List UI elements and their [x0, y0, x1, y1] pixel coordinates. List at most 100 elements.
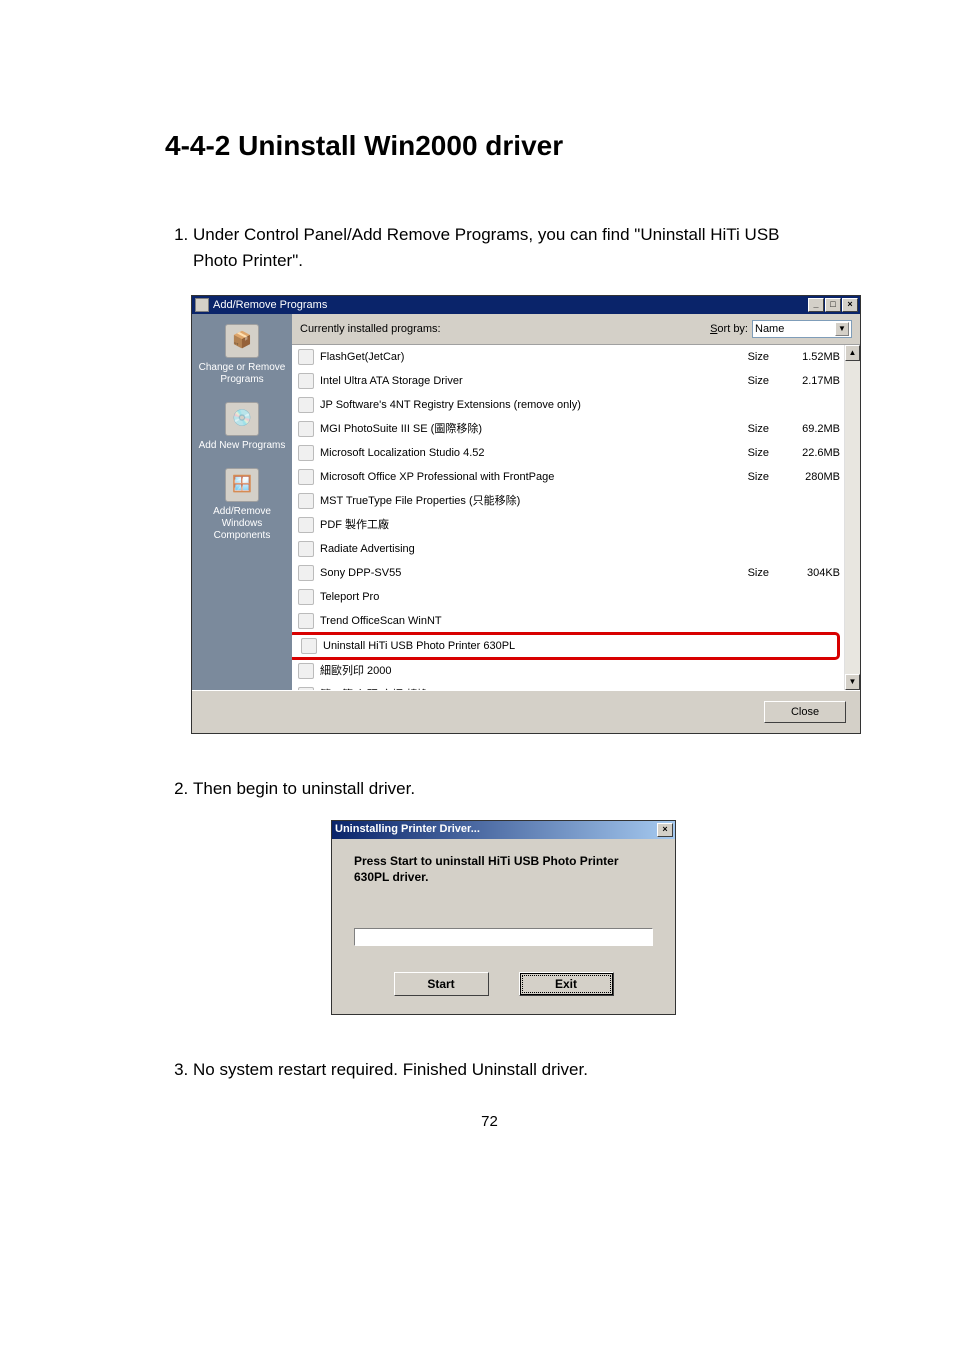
- scroll-track[interactable]: [845, 361, 860, 674]
- program-icon: [298, 373, 314, 389]
- steps-list: Under Control Panel/Add Remove Programs,…: [165, 222, 814, 1083]
- program-name: Uninstall HiTi USB Photo Printer 630PL: [323, 638, 726, 655]
- program-row[interactable]: Uninstall HiTi USB Photo Printer 630PL: [295, 635, 837, 657]
- scroll-up-button[interactable]: ▲: [845, 345, 860, 361]
- program-row[interactable]: Microsoft Office XP Professional with Fr…: [292, 465, 858, 489]
- size-label: Size: [729, 469, 769, 486]
- program-name: 細歐列印 2000: [320, 663, 729, 680]
- dropdown-icon: ▼: [835, 322, 849, 336]
- program-icon: [298, 613, 314, 629]
- program-row[interactable]: MGI PhotoSuite III SE (圖際移除)Size 69.2MB: [292, 417, 858, 441]
- program-name: Microsoft Localization Studio 4.52: [320, 445, 729, 462]
- program-name: PDF 製作工廠: [320, 517, 729, 534]
- sidebar-item-label: Add New Programs: [199, 440, 286, 452]
- program-name: JP Software's 4NT Registry Extensions (r…: [320, 397, 729, 414]
- program-row[interactable]: Trend OfficeScan WinNT: [292, 609, 858, 633]
- program-row[interactable]: PDF 製作工廠: [292, 513, 858, 537]
- size-label: Size: [729, 373, 769, 390]
- step-2-text: Then begin to uninstall driver.: [193, 779, 415, 798]
- program-icon: [298, 663, 314, 679]
- program-row[interactable]: Microsoft Localization Studio 4.52Size 22…: [292, 441, 858, 465]
- program-row[interactable]: Teleport Pro: [292, 585, 858, 609]
- program-icon: [298, 541, 314, 557]
- program-size: 1.52MB: [785, 349, 840, 366]
- program-row[interactable]: 細歐列印 2000: [292, 659, 858, 683]
- currently-installed-label: Currently installed programs:: [300, 321, 710, 338]
- dialog-title: Uninstalling Printer Driver...: [335, 821, 657, 838]
- sidebar-item-label: Change or Remove Programs: [198, 362, 286, 386]
- program-size: 22.6MB: [785, 445, 840, 462]
- maximize-button[interactable]: □: [825, 298, 841, 312]
- program-name: Intel Ultra ATA Storage Driver: [320, 373, 729, 390]
- program-list: FlashGet(JetCar)Size1.52MBIntel Ultra AT…: [292, 345, 860, 690]
- size-label: Size: [729, 445, 769, 462]
- progress-bar: [354, 928, 653, 946]
- scroll-down-button[interactable]: ▼: [845, 674, 860, 690]
- step-3: No system restart required. Finished Uni…: [193, 1057, 814, 1083]
- program-name: Trend OfficeScan WinNT: [320, 613, 729, 630]
- program-icon: [298, 445, 314, 461]
- start-button[interactable]: Start: [394, 972, 489, 996]
- size-label: Size: [729, 565, 769, 582]
- step-3-text: No system restart required. Finished Uni…: [193, 1060, 588, 1079]
- dialog-close-button[interactable]: ×: [657, 823, 673, 837]
- list-header: Currently installed programs: SSort by:o…: [292, 314, 860, 345]
- page-number: 72: [165, 1113, 814, 1130]
- document-page: 4-4-2 Uninstall Win2000 driver Under Con…: [0, 0, 954, 1190]
- program-icon: [298, 687, 314, 690]
- program-icon: [298, 565, 314, 581]
- program-name: Teleport Pro: [320, 589, 729, 606]
- windows-logo-icon: 🪟: [225, 468, 259, 502]
- size-label: Size: [729, 349, 769, 366]
- program-row[interactable]: Intel Ultra ATA Storage DriverSize2.17MB: [292, 369, 858, 393]
- step-1: Under Control Panel/Add Remove Programs,…: [193, 222, 814, 734]
- sidebar-item-add-new[interactable]: 💿 Add New Programs: [192, 398, 292, 464]
- size-label: Size: [729, 421, 769, 438]
- exit-button[interactable]: Exit: [519, 972, 614, 996]
- dialog-message: Press Start to uninstall HiTi USB Photo …: [354, 853, 653, 887]
- program-row[interactable]: Radiate Advertising: [292, 537, 858, 561]
- window-title: Add/Remove Programs: [213, 297, 808, 314]
- program-name: Sony DPP-SV55: [320, 565, 729, 582]
- sidebar-item-windows-components[interactable]: 🪟 Add/Remove Windows Components: [192, 464, 292, 554]
- program-row[interactable]: FlashGet(JetCar)Size 1.52MB: [292, 345, 858, 369]
- titlebar: Add/Remove Programs _ □ ×: [192, 296, 860, 314]
- window-icon: [195, 298, 209, 312]
- add-remove-window: Add/Remove Programs _ □ × 📦 Change or Re…: [191, 295, 861, 734]
- vertical-scrollbar[interactable]: ▲ ▼: [844, 345, 860, 690]
- step-2: Then begin to uninstall driver. Uninstal…: [193, 776, 814, 1015]
- program-size: 280MB: [785, 469, 840, 486]
- program-row[interactable]: Sony DPP-SV55Size 304KB: [292, 561, 858, 585]
- sidebar: 📦 Change or Remove Programs 💿 Add New Pr…: [192, 314, 292, 690]
- program-name: MST TrueType File Properties (只能移除): [320, 493, 729, 510]
- sortby-label: SSort by:ort by:: [710, 321, 748, 338]
- sidebar-item-change-remove[interactable]: 📦 Change or Remove Programs: [192, 320, 292, 398]
- program-icon: [298, 469, 314, 485]
- program-row[interactable]: JP Software's 4NT Registry Extensions (r…: [292, 393, 858, 417]
- sidebar-item-label: Add/Remove Windows Components: [198, 506, 286, 542]
- program-size: 69.2MB: [785, 421, 840, 438]
- program-icon: [298, 349, 314, 365]
- minimize-button[interactable]: _: [808, 298, 824, 312]
- close-button[interactable]: ×: [842, 298, 858, 312]
- step-1-text: Under Control Panel/Add Remove Programs,…: [193, 225, 780, 270]
- sortby-select[interactable]: Name ▼: [752, 320, 852, 338]
- section-title: 4-4-2 Uninstall Win2000 driver: [165, 130, 814, 162]
- highlighted-program: Uninstall HiTi USB Photo Printer 630PL: [292, 632, 840, 660]
- program-row[interactable]: MST TrueType File Properties (只能移除): [292, 489, 858, 513]
- cd-icon: 💿: [225, 402, 259, 436]
- program-name: 繁→簡 內碼/字詞 轉換: [320, 687, 729, 690]
- program-icon: [301, 638, 317, 654]
- close-footer-button[interactable]: Close: [764, 701, 846, 723]
- program-icon: [298, 517, 314, 533]
- program-row[interactable]: 繁→簡 內碼/字詞 轉換: [292, 683, 858, 690]
- program-icon: [298, 421, 314, 437]
- program-icon: [298, 589, 314, 605]
- program-name: Radiate Advertising: [320, 541, 729, 558]
- program-name: FlashGet(JetCar): [320, 349, 729, 366]
- program-size: 304KB: [785, 565, 840, 582]
- program-icon: [298, 397, 314, 413]
- dialog-titlebar: Uninstalling Printer Driver... ×: [332, 821, 675, 839]
- program-name: MGI PhotoSuite III SE (圖際移除): [320, 421, 729, 438]
- program-icon: [298, 493, 314, 509]
